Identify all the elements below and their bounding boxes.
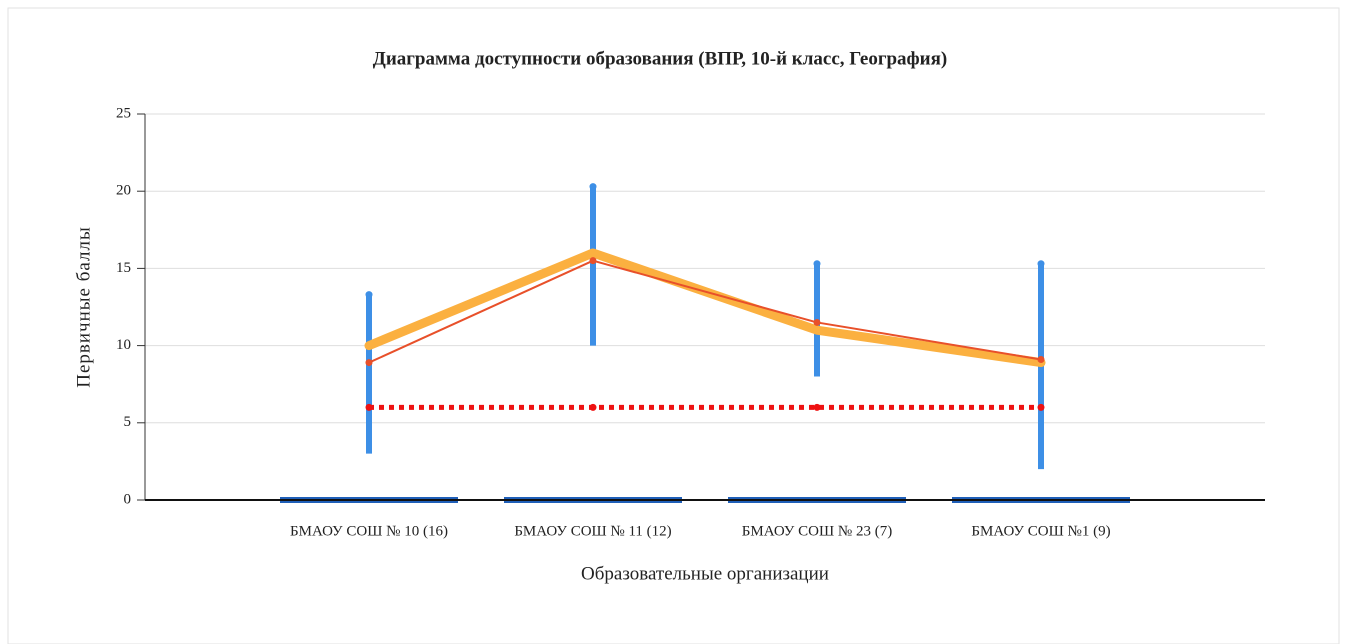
x-tick-label: БМАОУ СОШ № 10 (16) bbox=[290, 523, 448, 539]
range-high bbox=[589, 183, 597, 191]
x-tick-label: БМАОУ СОШ № 11 (12) bbox=[514, 523, 671, 539]
x-tick-label: БМАОУ СОШ №1 (9) bbox=[971, 523, 1110, 539]
point bbox=[813, 403, 821, 411]
point bbox=[589, 403, 597, 411]
point bbox=[813, 318, 821, 326]
y-tick-label: 0 bbox=[124, 491, 132, 507]
point bbox=[365, 403, 373, 411]
point bbox=[1037, 403, 1045, 411]
y-tick-label: 10 bbox=[116, 337, 131, 353]
x-tick-label: БМАОУ СОШ № 23 (7) bbox=[742, 523, 892, 539]
y-tick-label: 25 bbox=[116, 105, 131, 121]
range-high bbox=[365, 291, 373, 299]
point bbox=[589, 257, 597, 265]
chart-title: Диаграмма доступности образования (ВПР, … bbox=[373, 48, 947, 69]
range-high bbox=[813, 260, 821, 268]
y-axis-label: Первичные баллы bbox=[73, 226, 94, 387]
point bbox=[1037, 355, 1045, 363]
y-tick-label: 20 bbox=[116, 183, 131, 199]
y-tick-label: 15 bbox=[116, 260, 131, 276]
range-high bbox=[1037, 260, 1045, 268]
y-tick-label: 5 bbox=[124, 414, 132, 430]
x-axis-label: Образовательные организации bbox=[581, 563, 829, 584]
frame bbox=[7, 7, 1340, 644]
point bbox=[365, 359, 373, 367]
series-line bbox=[368, 259, 1042, 364]
